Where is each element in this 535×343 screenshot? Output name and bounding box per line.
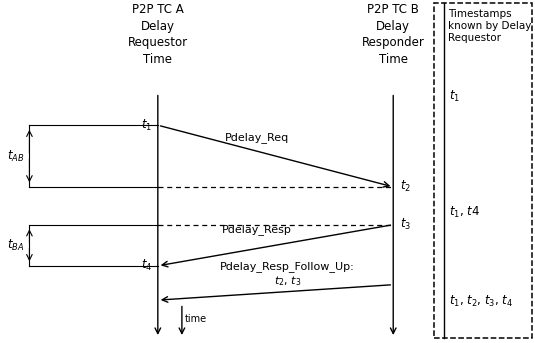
Text: P2P TC B
Delay
Responder
Time: P2P TC B Delay Responder Time	[362, 3, 425, 66]
Text: $t_3$: $t_3$	[400, 217, 411, 232]
Text: $t_1$, $t4$: $t_1$, $t4$	[449, 205, 480, 220]
Text: Timestamps
known by Delay
Requestor: Timestamps known by Delay Requestor	[448, 9, 531, 43]
Text: $t_{AB}$: $t_{AB}$	[6, 149, 24, 164]
Text: P2P TC A
Delay
Requestor
Time: P2P TC A Delay Requestor Time	[128, 3, 188, 66]
Text: Pdelay_Resp: Pdelay_Resp	[221, 224, 292, 235]
Text: $t_1$: $t_1$	[449, 88, 461, 104]
Text: $t_2$: $t_2$	[400, 179, 411, 194]
Text: time: time	[185, 314, 207, 324]
FancyBboxPatch shape	[434, 3, 532, 338]
Text: $t_{BA}$: $t_{BA}$	[7, 238, 24, 253]
Text: Pdelay_Resp_Follow_Up:
$t_2$, $t_3$: Pdelay_Resp_Follow_Up: $t_2$, $t_3$	[220, 261, 355, 288]
Text: $t_1$: $t_1$	[141, 118, 152, 133]
Text: $t_4$: $t_4$	[141, 258, 152, 273]
Text: $t_1$, $t_2$, $t_3$, $t_4$: $t_1$, $t_2$, $t_3$, $t_4$	[449, 294, 514, 309]
Text: Pdelay_Req: Pdelay_Req	[225, 132, 289, 143]
